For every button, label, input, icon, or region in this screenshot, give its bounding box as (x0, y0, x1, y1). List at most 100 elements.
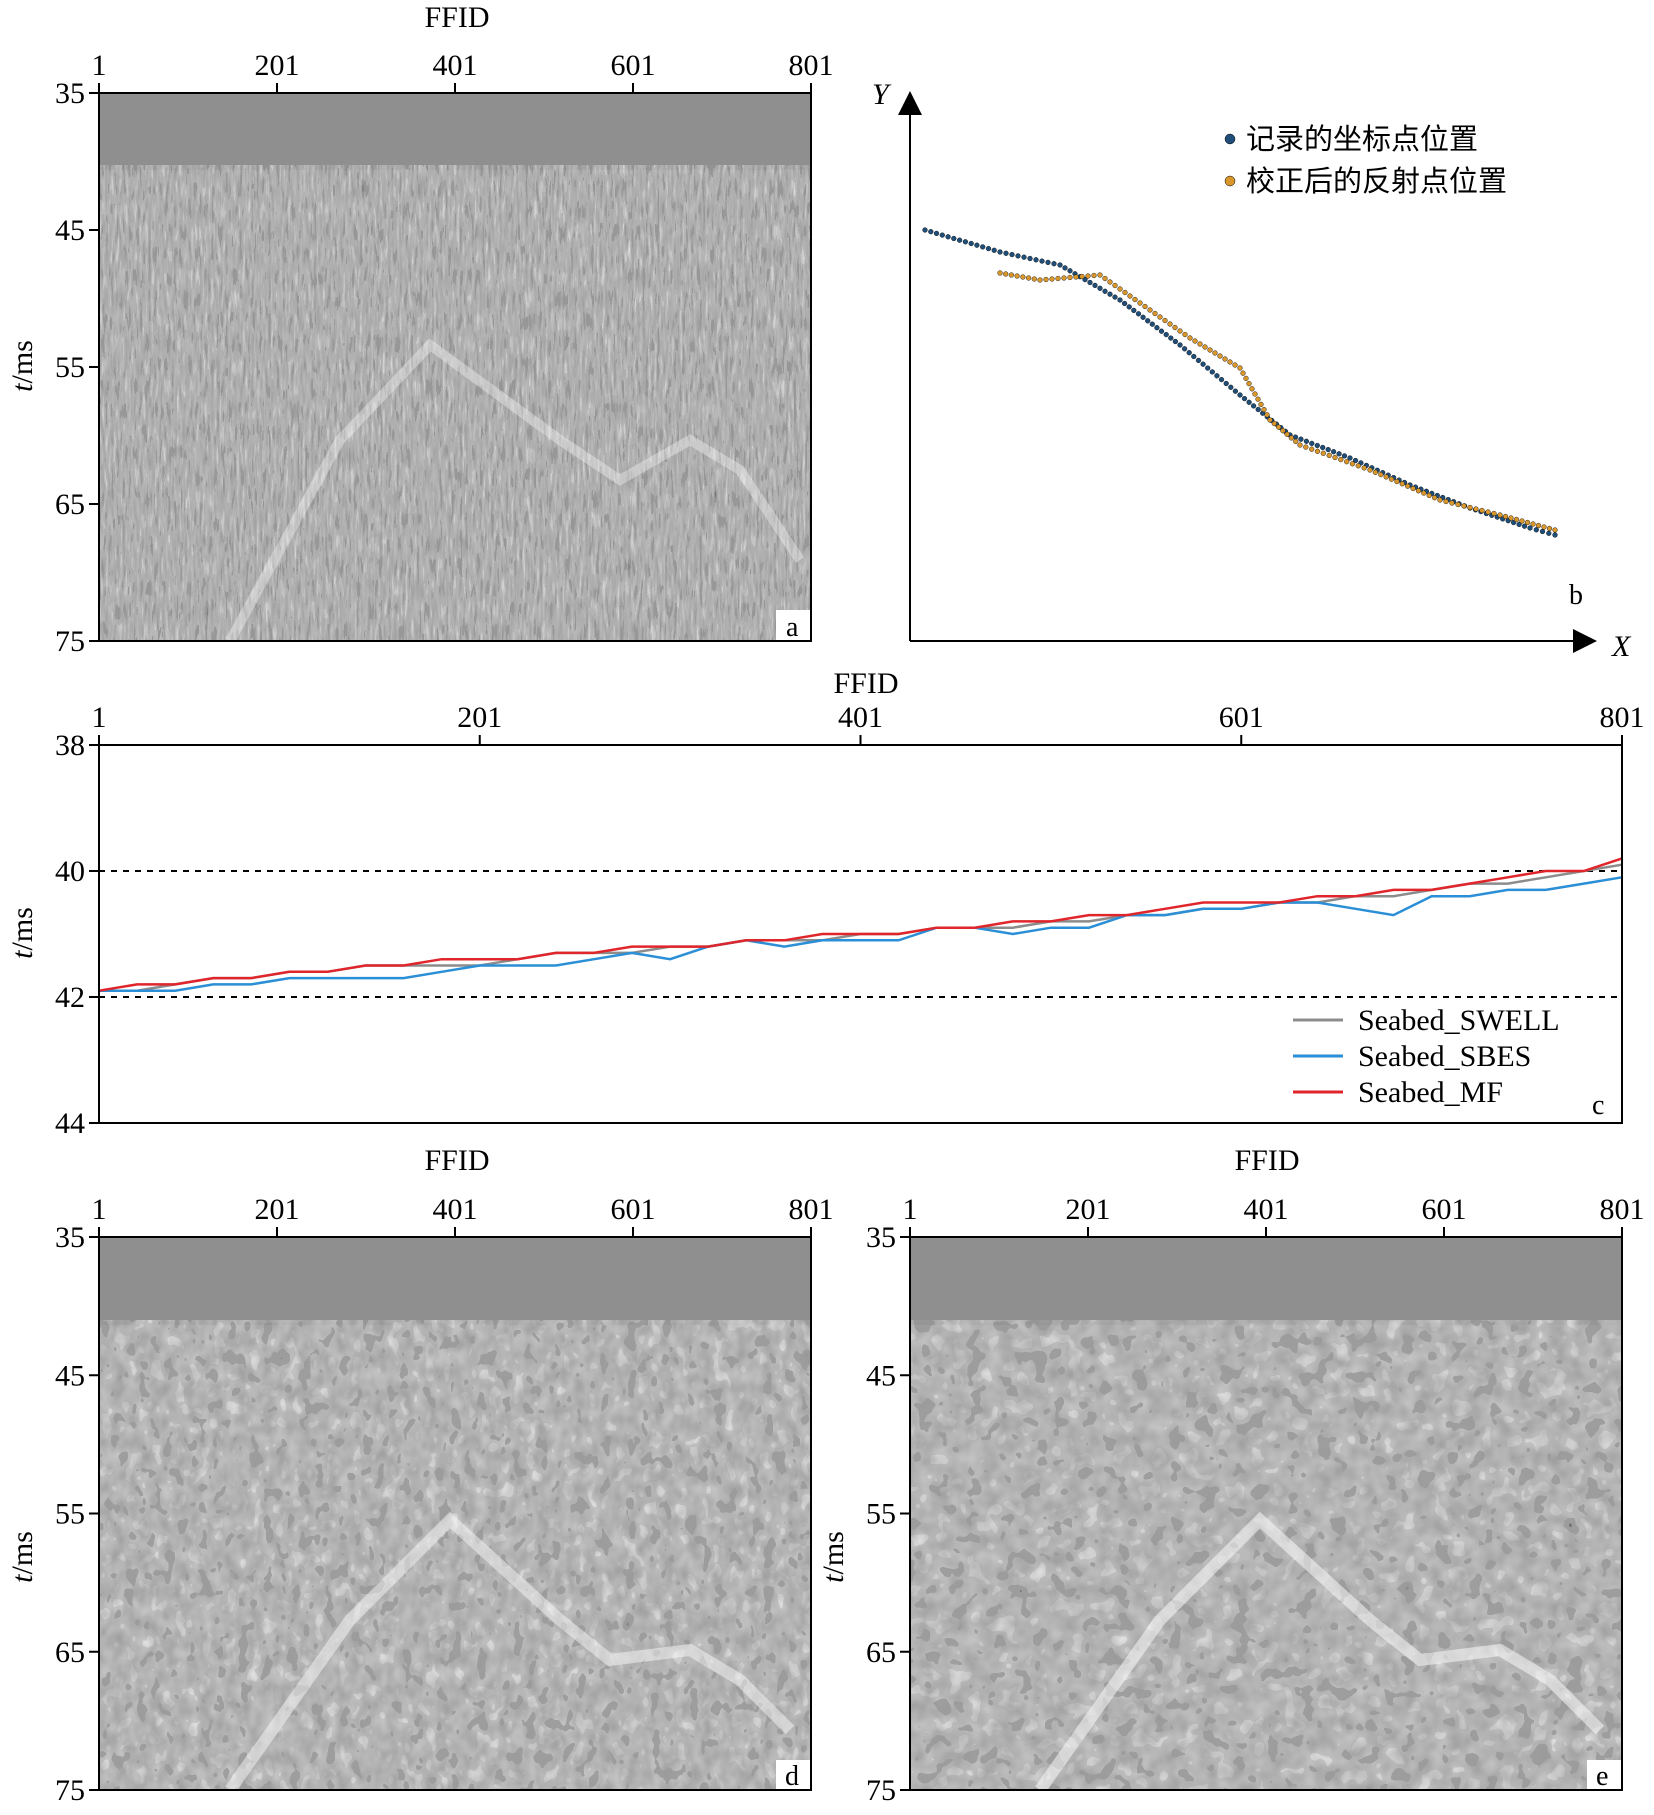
recorded-coordinate-points (922, 227, 1558, 538)
panel-d-xtick-label: 601 (611, 1193, 656, 1226)
panel-b-position-plot: X Y 记录的坐标点位置 校正后的反射点位置 b (872, 78, 1632, 663)
corrected-point (1073, 274, 1079, 280)
panel-c-yticks: 38 40 42 44 (55, 729, 99, 1140)
recorded-point (1250, 403, 1257, 409)
recorded-point (1181, 346, 1188, 352)
panel-a-xticks: 1 201 401 601 801 (92, 49, 834, 93)
panel-e-water-column (910, 1237, 1622, 1325)
corrected-point (1182, 331, 1188, 338)
recorded-point (1298, 436, 1304, 442)
corrected-point (1426, 492, 1432, 499)
recorded-point (1027, 255, 1033, 262)
panel-a-ytick-label: 65 (55, 488, 85, 521)
panel-c-reference-lines (99, 870, 1622, 998)
recorded-point (1237, 392, 1243, 398)
recorded-point (1168, 335, 1174, 341)
panel-e-yticks: 35 45 55 65 75 (866, 1221, 910, 1807)
recorded-point (1121, 300, 1128, 307)
corrected-point (1275, 424, 1282, 430)
corrected-point (1049, 276, 1055, 282)
corrected-point (1217, 353, 1223, 359)
corrected-point (1249, 386, 1255, 392)
panel-e-xticks: 1 201 401 601 801 (903, 1193, 1645, 1237)
corrected-point (1284, 431, 1290, 437)
corrected-point (1524, 519, 1531, 526)
recorded-point (945, 234, 951, 240)
recorded-point (1117, 297, 1123, 303)
recorded-point (1015, 253, 1021, 259)
corrected-point (1415, 488, 1422, 494)
panel-e-ytick-label: 55 (866, 1498, 896, 1531)
corrected-point (1061, 275, 1067, 281)
corrected-point (1552, 527, 1558, 533)
corrected-point (1097, 272, 1103, 278)
panel-a-yticks: 35 45 55 65 75 (55, 77, 99, 658)
corrected-point (1162, 317, 1168, 324)
corrected-point (1455, 501, 1461, 508)
corrected-point (1197, 341, 1203, 347)
recorded-point (1191, 353, 1197, 360)
panel-d-seismic-section: FFID 1 201 401 601 801 35 45 55 65 75 t/ms d (6, 1144, 834, 1807)
recorded-point (1255, 406, 1261, 413)
panel-e-diffraction-arc (1035, 1511, 1605, 1794)
corrected-point (1167, 321, 1173, 327)
corrected-point (1157, 314, 1163, 320)
corrected-point (1338, 457, 1344, 463)
recorded-point (980, 244, 986, 250)
corrected-point (1394, 478, 1400, 485)
corrected-point (1297, 442, 1303, 448)
panel-c-letter: c (1592, 1090, 1604, 1121)
corrected-point (1405, 483, 1411, 489)
recorded-point (1246, 399, 1252, 405)
recorded-point (933, 230, 940, 237)
panel-c-xtick-label: 201 (457, 701, 502, 734)
corrected-point (1443, 498, 1449, 505)
recorded-point (1228, 384, 1234, 390)
recorded-point (1131, 307, 1137, 314)
panel-e-letter: e (1596, 1761, 1608, 1792)
panel-c-xtick-label: 401 (838, 701, 883, 734)
corrected-point (1399, 481, 1405, 487)
panel-a-water-column (99, 93, 811, 170)
recorded-point (1097, 285, 1103, 291)
legend-marker-corrected (1224, 175, 1236, 187)
corrected-point (1372, 469, 1379, 475)
recorded-point (1521, 523, 1528, 529)
corrected-point (1519, 518, 1525, 524)
panel-a-xtick-label: 801 (789, 49, 834, 82)
recorded-point (1057, 262, 1063, 268)
recorded-point (991, 247, 997, 253)
recorded-point (1309, 440, 1315, 447)
panel-c-seabed-chart: FFID 1 201 401 601 801 38 40 42 44 t/ms Seabed_… (6, 667, 1645, 1140)
recorded-point (1158, 328, 1165, 334)
panel-c-legend: Seabed_SWELL Seabed_SBES Seabed_MF (1293, 1004, 1560, 1109)
legend-label-sbes: Seabed_SBES (1358, 1040, 1531, 1073)
corrected-point (1485, 509, 1491, 515)
panel-e-seismic-traces (910, 1320, 1622, 1790)
panel-d-letter-bg (776, 1760, 810, 1789)
corrected-point (1192, 338, 1198, 344)
recorded-point (974, 242, 980, 248)
panel-e-frame (909, 1236, 1623, 1791)
corrected-point (1535, 522, 1542, 529)
recorded-point (1102, 288, 1108, 294)
recorded-point (1045, 259, 1051, 266)
corrected-point (1513, 516, 1520, 523)
panel-d-ytick-label: 55 (55, 1498, 85, 1531)
recorded-point (1149, 321, 1155, 327)
corrected-point (1232, 362, 1238, 368)
recorded-point (1051, 261, 1057, 267)
panel-a-xtick-label: 601 (611, 49, 656, 82)
panel-d-xtick-label: 801 (789, 1193, 834, 1226)
panel-d-xticks: 1 201 401 601 801 (92, 1193, 834, 1237)
corrected-point (1020, 274, 1026, 280)
recorded-point (1092, 282, 1098, 289)
recorded-point (1241, 396, 1248, 402)
recorded-point (962, 239, 969, 245)
panel-d-seismic-traces (99, 1320, 811, 1790)
recorded-point (1232, 388, 1239, 394)
corrected-point (1320, 450, 1326, 456)
corrected-point (1378, 472, 1384, 478)
panel-a-seismic-traces (99, 165, 811, 641)
